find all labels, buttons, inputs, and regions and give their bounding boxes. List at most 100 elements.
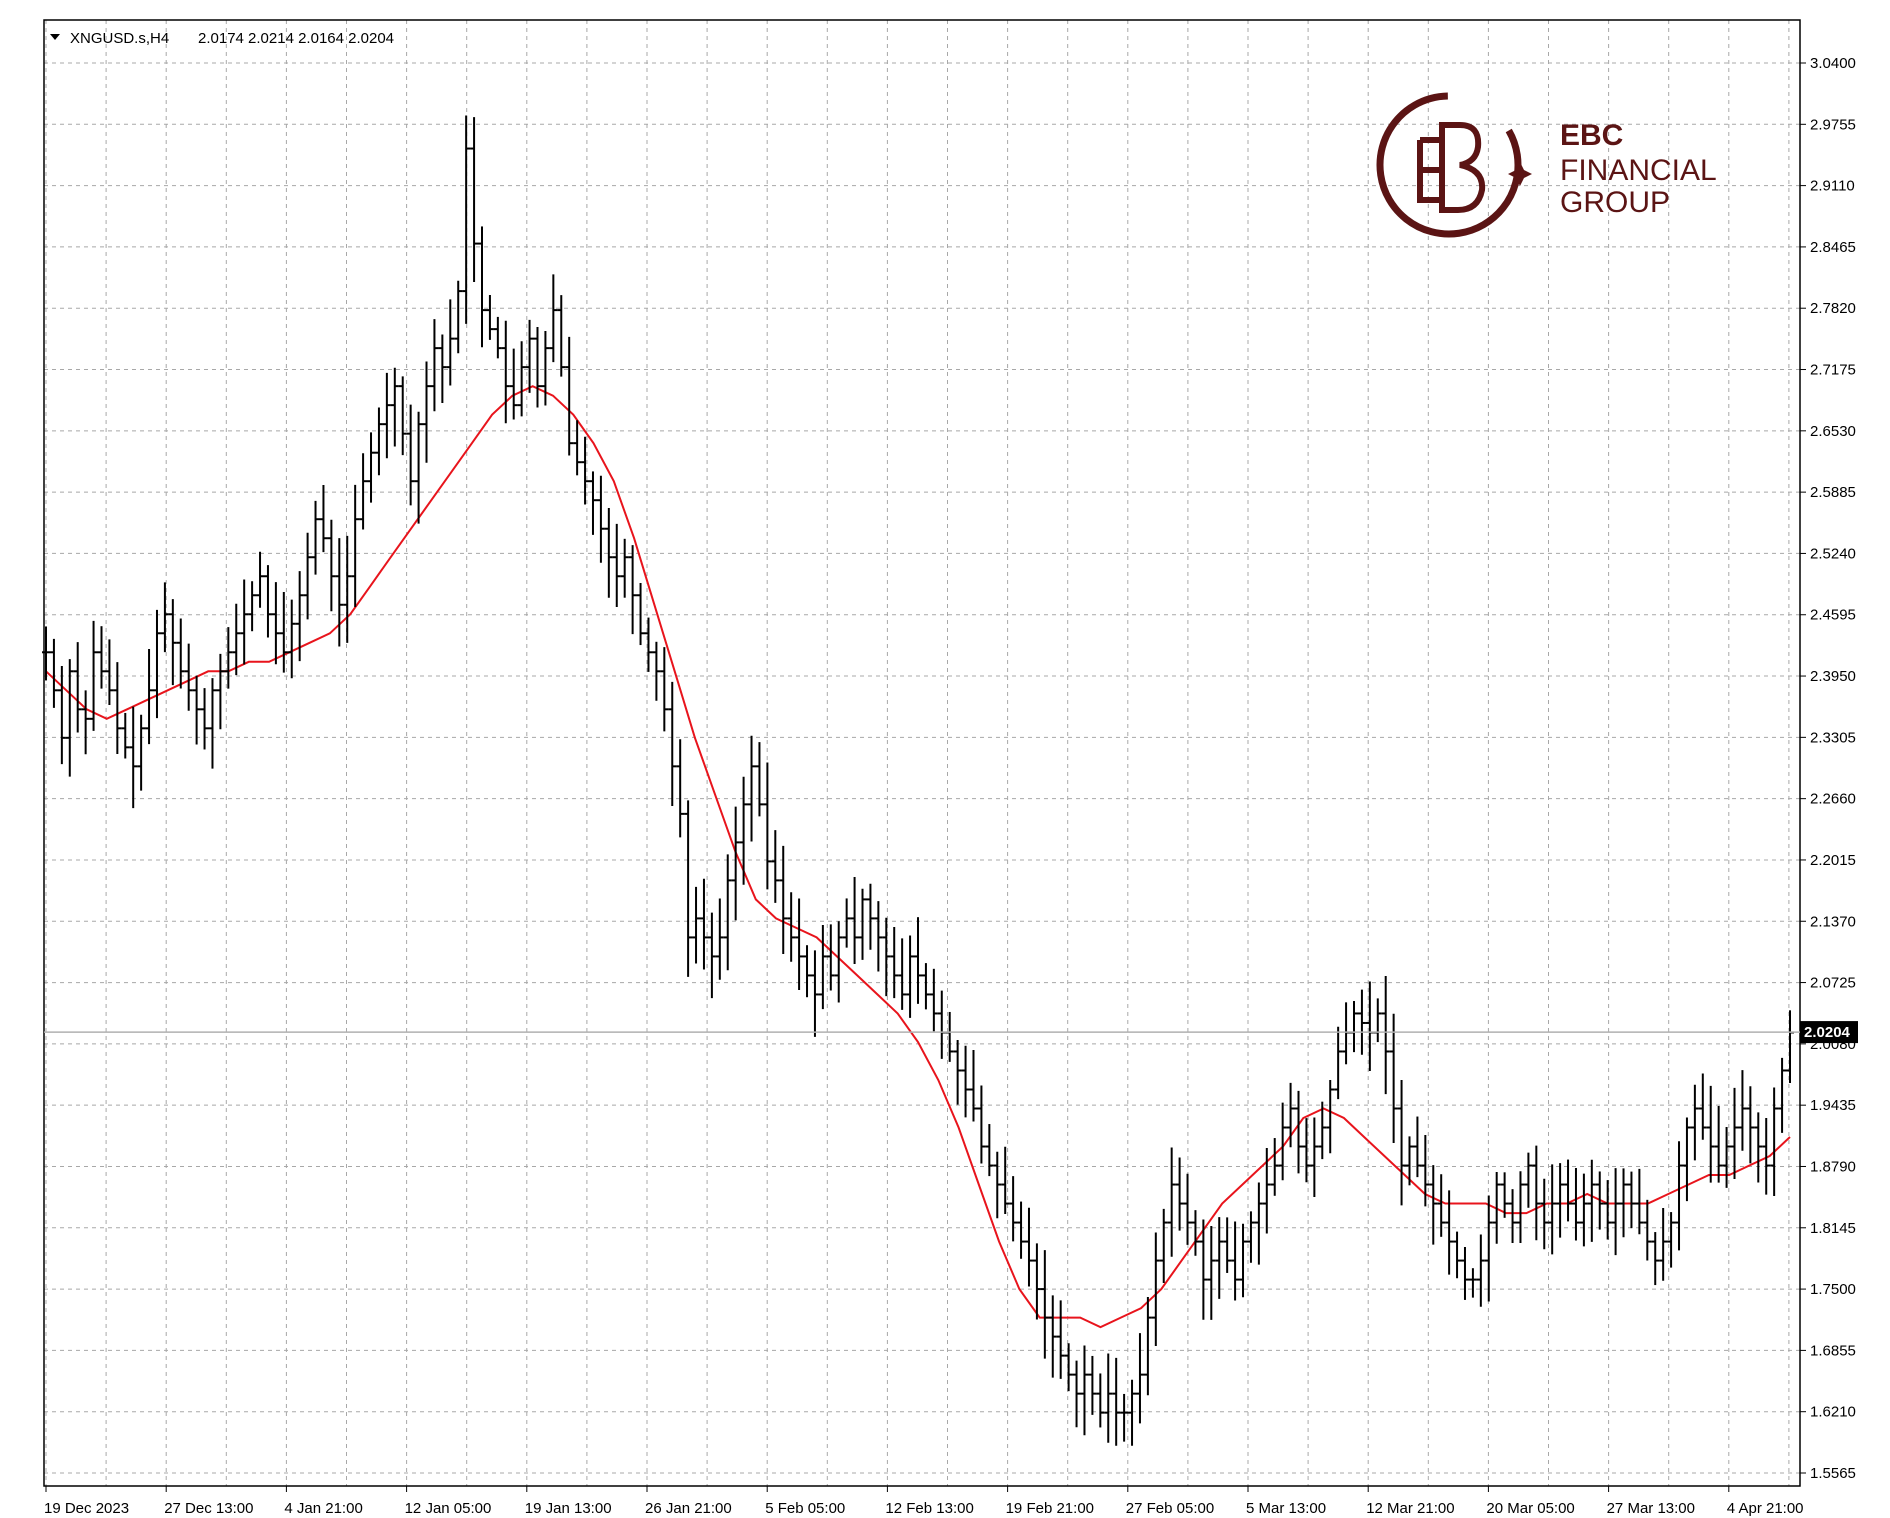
ohlc-bar [1072,1360,1081,1428]
ohlc-bar [644,617,653,672]
ohlc-bar [826,924,835,991]
ohlc-bar [1357,989,1366,1055]
ohlc-bar [327,519,336,612]
ohlc-bar [81,690,90,755]
ohlc-bar [65,659,74,777]
ohlc-bar [287,599,296,679]
ohlc-bar [581,436,590,505]
ohlc-bar [1397,1080,1406,1206]
ohlc-bar [49,638,58,708]
ohlc-bar [374,407,383,476]
y-tick-label: 2.5240 [1810,545,1856,562]
logo-e-icon [1417,137,1442,203]
ohlc-bar [105,639,114,706]
ohlc-bar [121,712,130,759]
ohlc-bar [256,551,265,608]
ohlc-bar [1667,1212,1676,1268]
ohlc-bar [1151,1232,1160,1346]
ohlc-bar [1009,1176,1018,1242]
ohlc-bar [842,898,851,948]
ohlc-bar [160,582,169,653]
ohlc-bar [57,666,66,765]
ohlc-bar [771,830,780,903]
ohlc-bar [390,367,399,447]
ohlc-bar [1682,1117,1691,1202]
ohlc-bar [200,688,209,750]
ohlc-bar [1603,1180,1612,1240]
ohlc-bar [1334,1026,1343,1100]
ohlc-bar [279,591,288,673]
ohlc-bar [1080,1345,1089,1436]
ohlc-bar [1445,1190,1454,1275]
ohlc-bar [1024,1207,1033,1287]
last-price-label: 2.0204 [1804,1024,1851,1041]
y-tick-label: 2.0725 [1810,975,1856,992]
ohlc-bar [874,901,883,972]
ohlc-bar [509,348,518,420]
ohlc-bar [446,299,455,386]
ohlc-bar [1730,1087,1739,1180]
ohlc-bar [636,582,645,646]
x-tick-label: 26 Jan 21:00 [645,1500,732,1517]
ohlc-bar [1001,1146,1010,1215]
y-tick-label: 2.7820 [1810,300,1856,317]
ohlc-bar [810,950,819,1037]
ohlc-bar [573,420,582,476]
ohlc-bar [668,681,677,806]
ohlc-bar [1318,1101,1327,1160]
ohlc-bar [1254,1182,1263,1265]
ohlc-bar [1167,1147,1176,1257]
ohlc-bar [478,226,486,348]
ohlc-bar [97,626,106,689]
ohlc-bar [224,627,233,689]
ohlc-bar [152,609,161,719]
ohlc-bar [1270,1138,1279,1196]
x-tick-label: 5 Feb 05:00 [765,1500,845,1517]
x-tick-label: 12 Jan 05:00 [405,1500,492,1517]
ohlc-bar [1460,1247,1469,1300]
ohlc-bar [176,618,185,689]
ohlc-bar [501,320,510,424]
ohlc-bar [1048,1295,1057,1378]
ohlc-bar [1143,1296,1152,1396]
ohlc-bar [1389,1013,1398,1143]
ohlc-bar [1104,1353,1113,1443]
ohlc-bar [1579,1173,1588,1247]
y-tick-label: 2.5885 [1810,484,1856,501]
y-tick-label: 2.7175 [1810,362,1856,379]
ohlc-bar [834,921,843,1003]
x-tick-label: 20 Mar 05:00 [1486,1500,1574,1517]
ohlc-bar [707,912,716,999]
ohlc-bar [351,484,360,608]
ohlc-bar [1738,1070,1747,1151]
ohlc-bar [731,806,740,921]
ohlc-bar [1135,1333,1144,1424]
y-tick-label: 3.0400 [1810,55,1856,72]
ohlc-bar [1651,1232,1660,1286]
ohlc-bar [1231,1221,1240,1301]
ohlc-bar [914,917,922,1004]
y-tick-label: 1.6210 [1810,1404,1856,1421]
ohlc-bar [145,649,154,745]
y-tick-label: 2.9755 [1810,116,1856,133]
ohlc-bar [414,411,423,524]
ohlc-bar [1437,1174,1446,1237]
y-tick-label: 2.2015 [1810,852,1856,869]
ohlc-bar [715,898,724,980]
ohlc-bar [525,319,534,393]
ohlc-bar [1040,1250,1049,1359]
ohlc-bar [977,1085,986,1164]
ohlc-bar [1128,1379,1137,1446]
ohlc-bar [779,845,788,954]
ohlc-bar [1429,1165,1438,1245]
ohlc-bar [1571,1168,1580,1241]
ohlc-bar [335,538,344,647]
dropdown-arrow-icon[interactable] [50,34,60,40]
ohlc-bar [1770,1087,1779,1197]
ohlc-bar [485,295,494,340]
ohlc-bar [184,643,193,711]
ohlc-bar [557,295,566,377]
y-tick-label: 2.4595 [1810,607,1856,624]
